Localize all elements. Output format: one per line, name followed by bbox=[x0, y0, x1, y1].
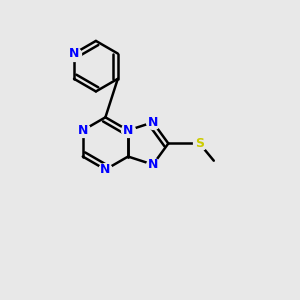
Text: N: N bbox=[100, 163, 111, 176]
Text: N: N bbox=[148, 158, 158, 171]
Text: N: N bbox=[69, 47, 79, 60]
Text: N: N bbox=[78, 124, 88, 137]
Text: S: S bbox=[195, 137, 204, 150]
Text: N: N bbox=[123, 124, 133, 137]
Text: N: N bbox=[148, 116, 158, 129]
